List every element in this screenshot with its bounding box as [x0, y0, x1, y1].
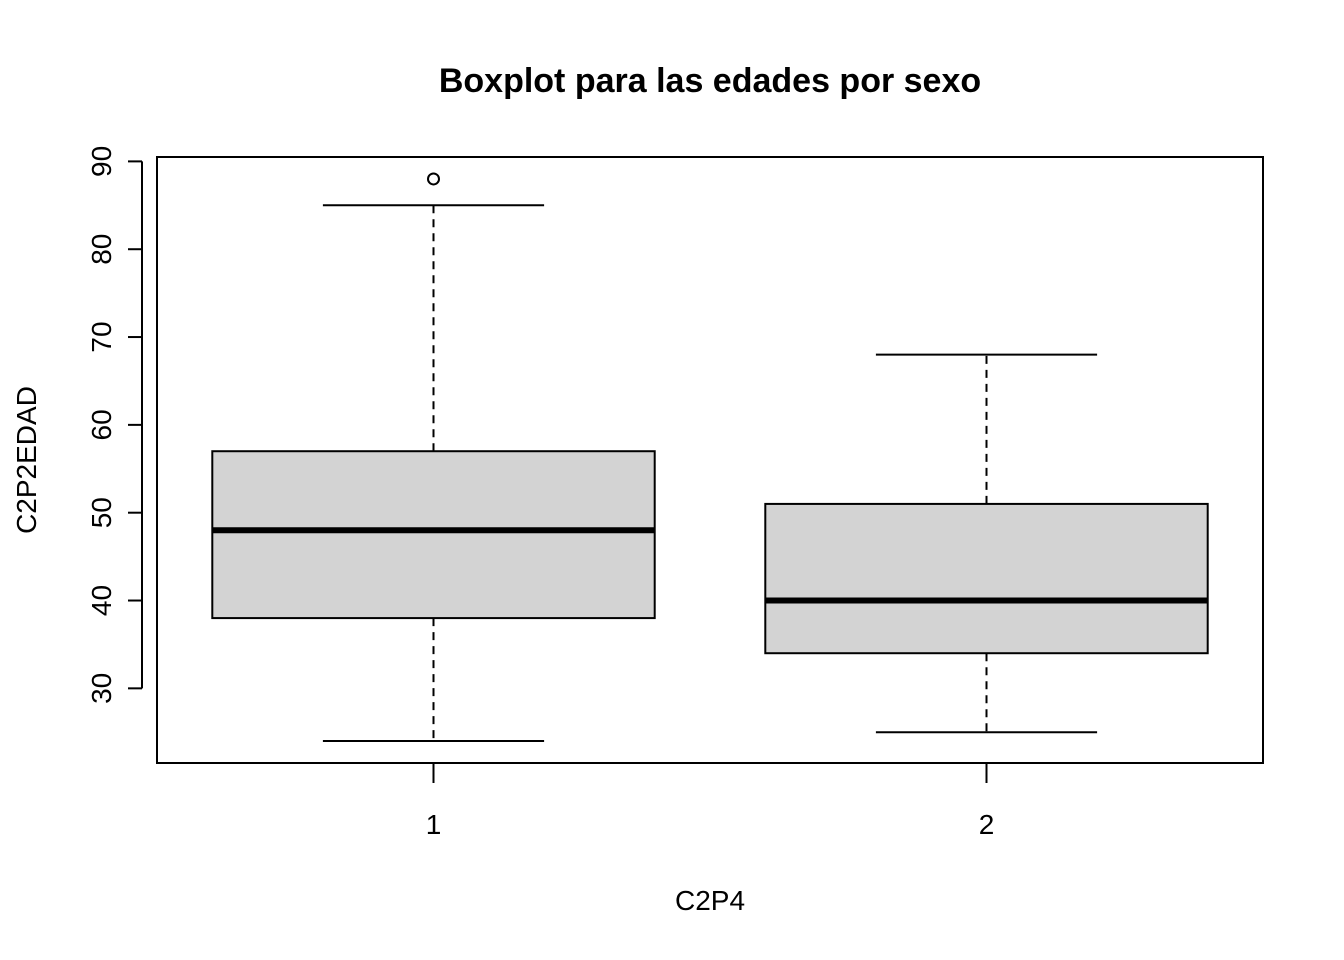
outlier-point [427, 172, 440, 186]
y-tick-label: 70 [86, 321, 117, 352]
y-tick-label: 50 [86, 497, 117, 528]
x-tick-label: 1 [426, 809, 442, 840]
y-axis: 30 40 50 60 70 80 90 [86, 146, 143, 704]
y-tick-label: 40 [86, 585, 117, 616]
plot-frame [156, 156, 1264, 764]
y-tick-label: 60 [86, 409, 117, 440]
y-axis-label: C2P2EDAD [11, 386, 42, 534]
y-tick-label: 30 [86, 673, 117, 704]
y-tick-label: 80 [86, 234, 117, 265]
x-tick-label: 2 [979, 809, 995, 840]
x-axis-label: C2P4 [675, 885, 745, 916]
chart-title: Boxplot para las edades por sexo [439, 62, 981, 100]
box-iqr [764, 502, 1209, 655]
box-iqr [211, 450, 656, 620]
y-tick-label: 90 [86, 146, 117, 177]
boxes-layer [211, 172, 1209, 743]
